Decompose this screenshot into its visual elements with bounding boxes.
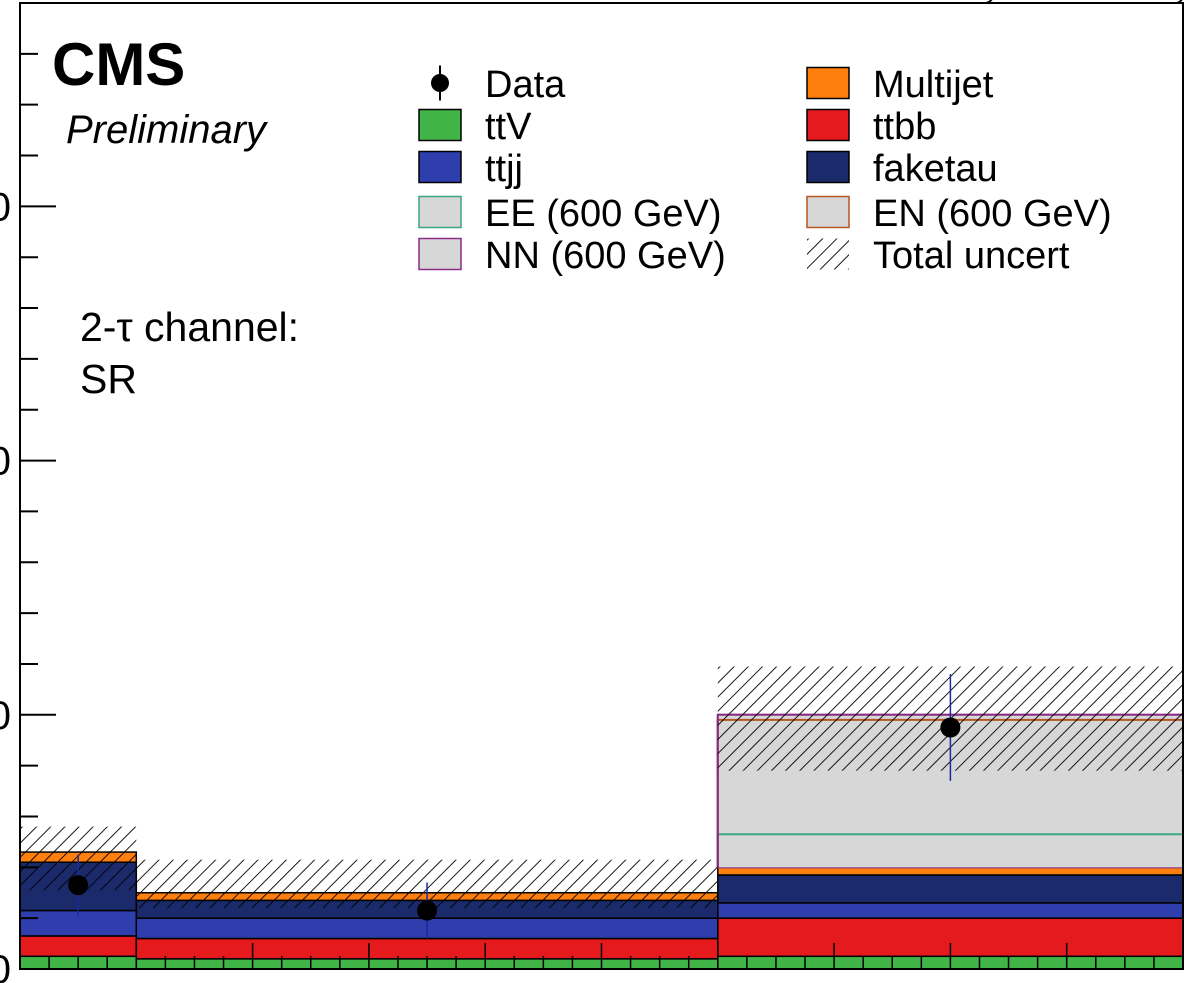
legend-data-label: Data — [485, 64, 566, 106]
legend-faketau-label: faketau — [873, 148, 998, 190]
experiment-label: CMS — [52, 31, 185, 98]
data-point-0 — [68, 875, 89, 896]
y-tick-label-10: 0 — [0, 694, 11, 738]
legend-ttjj-swatch — [418, 150, 462, 184]
bar-faketau-bin-2 — [717, 874, 1184, 904]
legend-multijet-swatch — [806, 66, 850, 100]
data-point-2 — [940, 717, 961, 738]
legend-ttv-label: ttV — [485, 106, 532, 148]
status-label: Preliminary — [66, 108, 269, 152]
channel-label-line1: 2-τ channel: — [80, 304, 299, 350]
legend-nn-600-gev-label: NN (600 GeV) — [485, 235, 726, 277]
y-tick-label-20: 0 — [0, 440, 11, 484]
legend-faketau-swatch — [806, 150, 850, 184]
legend-multijet-label: Multijet — [873, 64, 994, 106]
data-point-1 — [417, 900, 438, 921]
legend-total-uncert-label: Total uncert — [873, 235, 1070, 277]
legend-nn-600-gev-swatch — [418, 237, 462, 271]
bar-ttjj-bin-2 — [717, 902, 1184, 919]
bar-ttbb-bin-0 — [19, 935, 138, 958]
legend-ee-600-gev-label: EE (600 GeV) — [485, 193, 722, 235]
legend-en-600-gev-label: EN (600 GeV) — [873, 193, 1112, 235]
y-tick-label-30: 0 — [0, 185, 11, 229]
legend-ttjj-label: ttjj — [485, 148, 523, 190]
legend-ee-600-gev-swatch — [418, 195, 462, 229]
legend-en-600-gev-swatch — [806, 195, 850, 229]
top-right-edge-artifact — [984, 0, 1183, 4]
data-points — [68, 674, 961, 939]
y-tick-label-0: 0 — [0, 948, 11, 983]
y-axis: 0 0 0 0 — [0, 2, 56, 983]
legend: Data Multijet ttV ttbb ttjj faketau EE (600 Ge… — [418, 64, 1112, 277]
x-axis-ticks — [19, 943, 1184, 969]
channel-label-line2: SR — [80, 356, 137, 402]
legend-data-marker — [431, 74, 449, 92]
bar-multijet-bin-2 — [717, 866, 1184, 876]
legend-total-uncert-swatch — [807, 238, 849, 270]
legend-ttbb-label: ttbb — [873, 106, 936, 148]
legend-ttbb-swatch — [806, 108, 850, 142]
legend-ttv-swatch — [418, 108, 462, 142]
bar-ttbb-bin-1 — [135, 937, 719, 960]
